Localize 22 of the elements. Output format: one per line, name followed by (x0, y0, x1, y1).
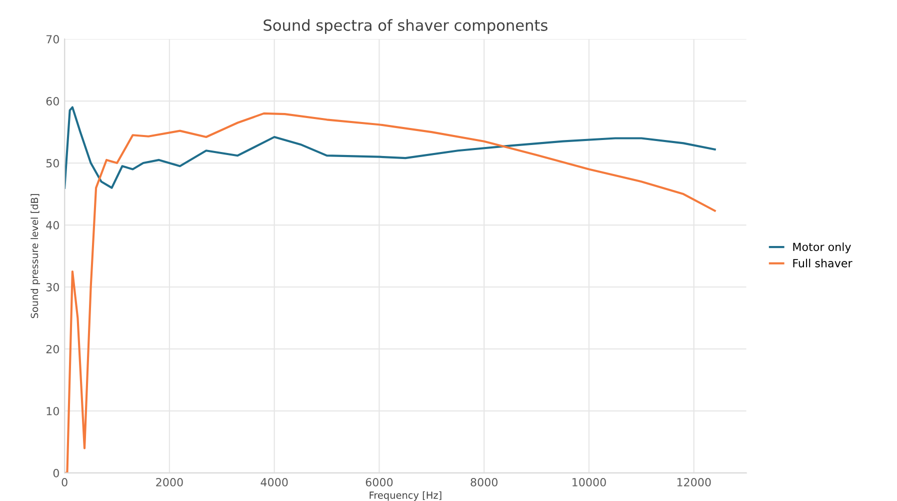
line-series (64, 112, 716, 473)
y-tick-label: 0 (53, 468, 59, 478)
x-tick-label: 4000 (260, 478, 288, 486)
y-tick-label: 10 (46, 406, 59, 416)
y-tick-label: 30 (46, 282, 59, 292)
legend-label: Full shaver (793, 258, 852, 268)
y-tick-label: 50 (46, 159, 59, 168)
x-tick-label: 2000 (156, 478, 183, 486)
x-tick-label: 6000 (366, 478, 393, 486)
y-tick-label: 70 (46, 35, 59, 44)
x-axis-title: Frequency [Hz] (370, 491, 442, 501)
y-tick-label: 60 (46, 97, 59, 106)
legend-label: Motor only (793, 242, 851, 254)
x-tick-label: 8000 (470, 478, 498, 486)
y-tick-label: 40 (46, 220, 59, 230)
x-tick-label: 12000 (677, 478, 711, 486)
line-series (64, 106, 716, 189)
y-tick-label: 20 (46, 344, 59, 354)
chart-title: Sound spectra of shaver components (264, 19, 548, 34)
x-tick-label: 10000 (572, 478, 606, 486)
x-tick-label: 0 (62, 478, 68, 486)
y-axis-title: Sound pressure level [dB] (30, 194, 40, 318)
